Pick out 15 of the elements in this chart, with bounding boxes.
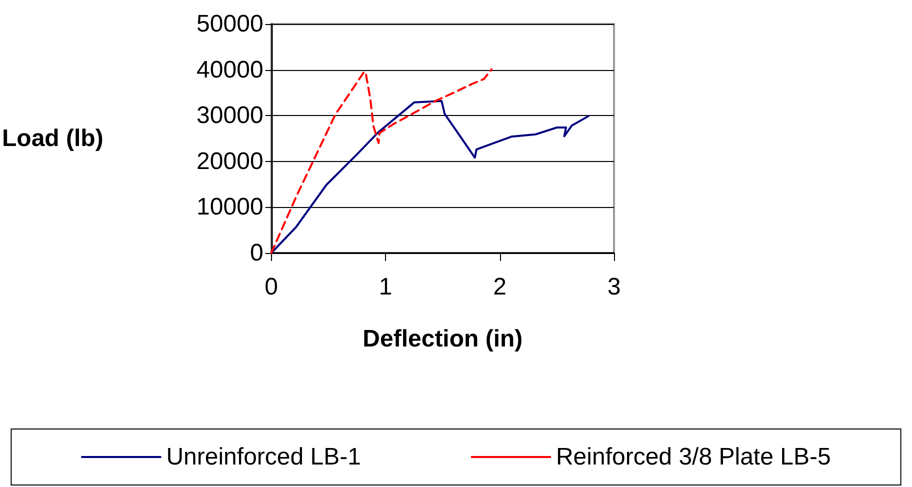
legend-label: Reinforced 3/8 Plate LB-5 [556,444,831,470]
x-axis-title: Deflection (in) [362,326,523,352]
y-tick-label: 20000 [196,148,264,175]
line-series [270,68,493,254]
x-tick-label: 3 [607,274,621,300]
y-axis-title: Load (lb) [2,125,104,152]
legend-label: Unreinforced LB-1 [166,444,361,470]
y-tick-label: 10000 [196,194,264,221]
line-series [270,100,590,254]
y-tick-label: 40000 [196,56,264,84]
x-tick-label: 1 [378,274,392,300]
y-tick-label: 30000 [196,102,264,130]
x-tick-label: 2 [493,274,506,300]
y-tick-label: 50000 [196,10,264,38]
y-tick-label: 0 [250,240,264,266]
